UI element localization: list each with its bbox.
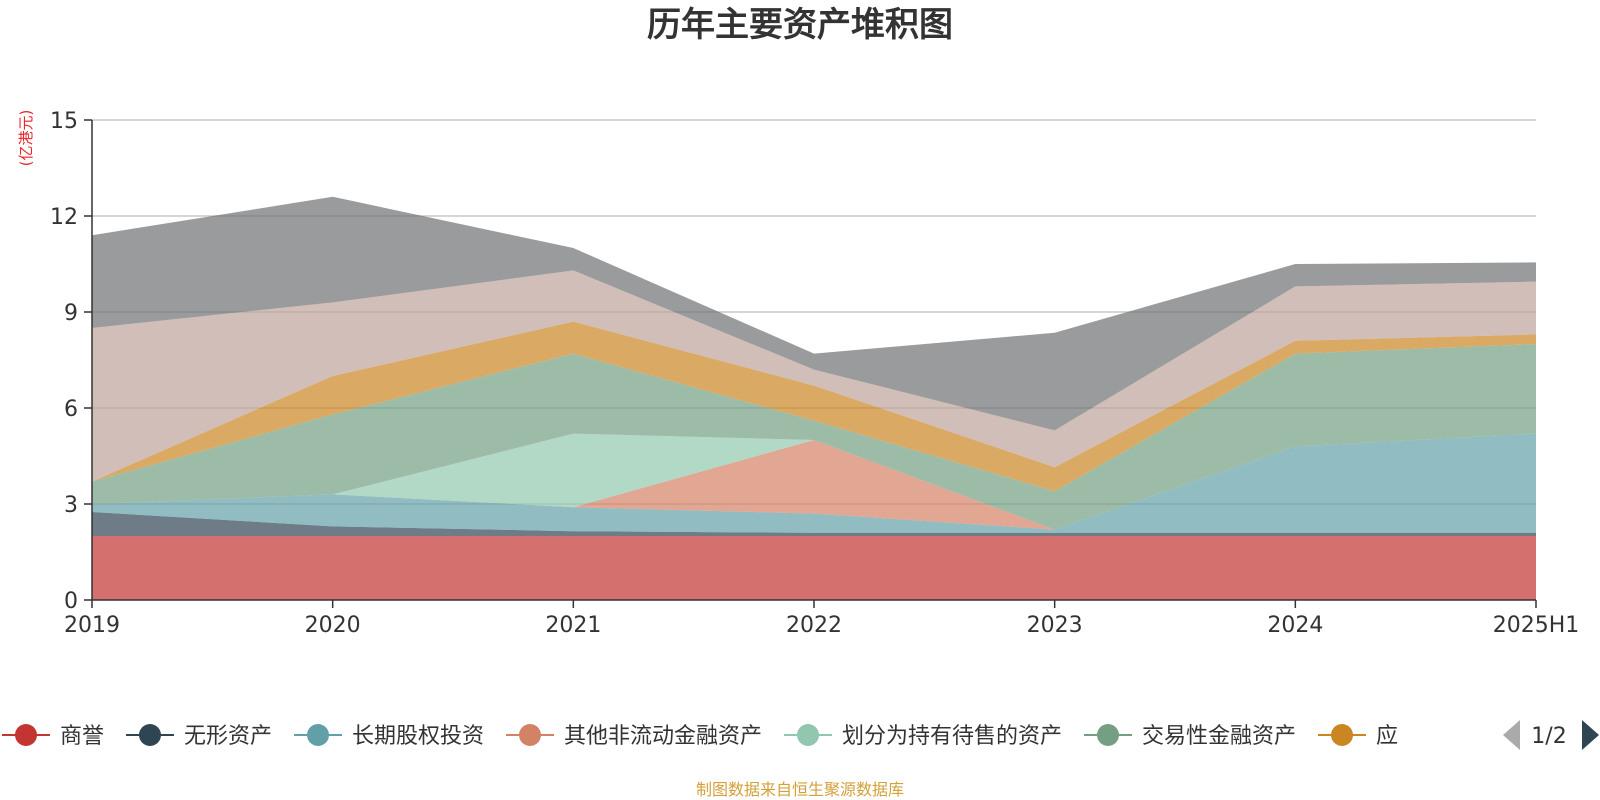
y-axis-unit-label: (亿港元): [17, 110, 35, 167]
area-商誉: [92, 536, 1536, 600]
x-tick-label: 2019: [64, 613, 120, 638]
legend-marker-icon: [1097, 724, 1119, 746]
legend-label: 无形资产: [184, 724, 272, 749]
legend-item[interactable]: 其他非流动金融资产: [506, 724, 762, 749]
legend-label: 划分为持有待售的资产: [842, 724, 1062, 749]
legend-page-indicator: 1/2: [1531, 724, 1566, 749]
y-tick-label: 0: [64, 589, 78, 614]
legend-item[interactable]: 交易性金融资产: [1084, 724, 1296, 749]
legend-item[interactable]: 应: [1318, 724, 1398, 749]
y-tick-label: 6: [64, 397, 78, 422]
y-tick-label: 12: [50, 205, 78, 230]
y-tick-label: 3: [64, 493, 78, 518]
area-其他非流动金融资产: [92, 433, 1536, 530]
legend-marker-icon: [139, 724, 161, 746]
y-tick-label: 9: [64, 301, 78, 326]
legend-label: 其他非流动金融资产: [564, 724, 762, 749]
legend-marker-icon: [307, 724, 329, 746]
legend-pager: 1/2: [1503, 720, 1599, 750]
legend-marker-icon: [15, 724, 37, 746]
legend-item[interactable]: 长期股权投资: [294, 724, 484, 749]
data-source-note: 制图数据来自恒生聚源数据库: [696, 780, 904, 799]
x-tick-label: 2021: [545, 613, 601, 638]
legend-item[interactable]: 商誉: [2, 724, 104, 749]
area-其他资产: [92, 270, 1536, 482]
legend-label: 商誉: [60, 724, 104, 749]
legend-marker-icon: [519, 724, 541, 746]
area-交易性金融资产: [92, 344, 1536, 530]
legend-item[interactable]: 划分为持有待售的资产: [784, 724, 1062, 749]
chart-title: 历年主要资产堆积图: [647, 5, 953, 45]
area-长期股权投资: [92, 433, 1536, 533]
legend: 商誉 无形资产 长期股权投资 其他非流动金融资产 划分为持有待售的资产 交易性金融资产 应: [2, 724, 1398, 749]
x-tick-label: 2024: [1267, 613, 1323, 638]
legend-next-page-icon[interactable]: [1582, 720, 1599, 750]
area-series-group: [92, 196, 1536, 600]
legend-prev-page-icon[interactable]: [1503, 720, 1520, 750]
area-无形资产: [92, 512, 1536, 536]
legend-label: 长期股权投资: [352, 724, 484, 749]
legend-marker-icon: [1331, 724, 1353, 746]
x-tick-label: 2022: [786, 613, 842, 638]
legend-item[interactable]: 无形资产: [126, 724, 272, 749]
y-tick-label: 15: [50, 109, 78, 134]
legend-label: 交易性金融资产: [1142, 724, 1296, 749]
x-tick-label: 2020: [305, 613, 361, 638]
x-tick-label: 2025H1: [1493, 613, 1580, 638]
area-应收账款: [92, 321, 1536, 492]
legend-marker-icon: [797, 724, 819, 746]
axes: 0 3 6 9 12 15 2019 2020 2021 2022 2023 2024 2025H1: [50, 109, 1579, 638]
area-其他: [92, 196, 1536, 431]
x-tick-label: 2023: [1027, 613, 1083, 638]
legend-label: 应: [1376, 724, 1398, 749]
